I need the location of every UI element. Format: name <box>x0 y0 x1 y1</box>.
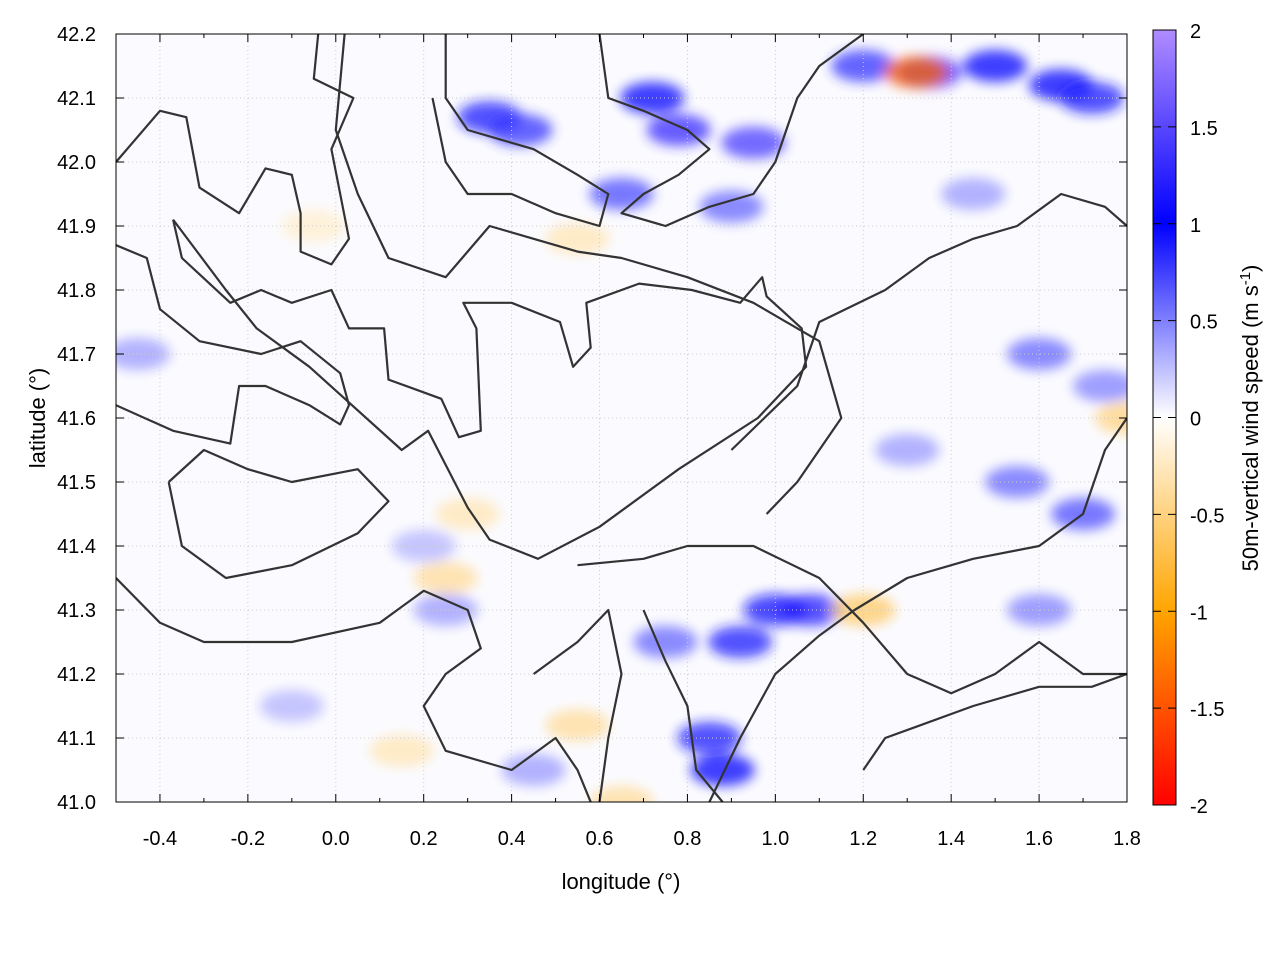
elevation-contour <box>862 672 1127 771</box>
colorbar-ticks: 2 1.5 1 0.5 0 -0.5 -1 -1.5 -2 <box>1153 21 1224 818</box>
wind-speed-cell <box>633 626 698 658</box>
wind-speed-cell <box>699 190 764 223</box>
y-tick-label: 41.8 <box>57 280 96 302</box>
elevation-contour <box>172 218 808 560</box>
y-tick-label: 41.7 <box>57 344 96 366</box>
colorbar-tick-label: -0.5 <box>1190 505 1224 527</box>
elevation-contour <box>708 417 1127 802</box>
y-tick-label: 41.3 <box>57 600 96 622</box>
elevation-contour <box>642 609 724 802</box>
wind-speed-cell <box>545 709 610 742</box>
y-tick-label: 42.1 <box>57 88 96 110</box>
elevation-contour <box>167 448 390 580</box>
x-tick-label: -0.2 <box>231 828 265 850</box>
x-tick-label: 0.4 <box>498 828 526 850</box>
x-tick-label: -0.4 <box>143 828 177 850</box>
plot-background <box>116 34 1127 802</box>
elevation-contour <box>532 608 623 802</box>
y-tick-label: 41.2 <box>57 664 96 686</box>
elevation-contour <box>116 577 592 802</box>
x-tick-label: 0.2 <box>410 828 438 850</box>
wind-speed-cell <box>778 594 843 626</box>
wind-speed-cell <box>985 466 1050 498</box>
x-tick-label: 1.2 <box>849 828 877 850</box>
x-tick-label: 1.8 <box>1113 828 1141 850</box>
wind-speed-cell <box>413 562 478 594</box>
colorbar-tick-label: -1 <box>1190 602 1208 624</box>
x-tick-label: 0.6 <box>586 828 614 850</box>
elevation-contour <box>577 544 1127 695</box>
wind-speed-cell <box>589 786 654 802</box>
elevation-contour <box>116 244 351 445</box>
colorbar-tick-label: 2 <box>1190 21 1201 43</box>
heatmap-layer <box>116 50 1127 802</box>
colorbar-tick-label: 1.5 <box>1190 118 1218 140</box>
x-tick-label: 0.8 <box>674 828 702 850</box>
elevation-contour <box>730 192 1127 451</box>
y-tick-label: 41.0 <box>57 792 96 814</box>
contour-layer <box>116 34 1127 802</box>
y-tick-label: 41.1 <box>57 728 96 750</box>
wind-speed-cell <box>690 754 755 786</box>
wind-speed-cell <box>369 734 434 767</box>
y-tick-label: 41.6 <box>57 408 96 430</box>
wind-speed-cell <box>259 690 324 722</box>
colorbar-tick-label: -1.5 <box>1190 699 1224 721</box>
y-tick-label: 41.4 <box>57 536 96 558</box>
wind-speed-cell <box>941 178 1006 210</box>
x-tick-label: 1.6 <box>1025 828 1053 850</box>
wind-speed-cell <box>488 114 553 146</box>
colorbar-tick-label: 1 <box>1190 215 1201 237</box>
wind-speed-cell <box>963 50 1028 82</box>
elevation-contour <box>431 34 610 228</box>
wind-speed-cell <box>646 114 711 146</box>
elevation-contour <box>334 34 843 515</box>
colorbar-tick-label: 0 <box>1190 409 1201 431</box>
x-axis-label: longitude (°) <box>562 869 681 894</box>
axes: -0.4 -0.2 0.0 0.2 0.4 0.6 0.8 1.0 1.2 1.4 1.6 1.8 41… <box>57 24 1141 850</box>
wind-speed-cell <box>501 754 566 786</box>
elevation-contour <box>598 34 864 228</box>
wind-speed-cell <box>413 594 478 626</box>
wind-speed-cell <box>875 434 940 466</box>
wind-speed-cell <box>281 210 346 242</box>
elevation-contour <box>116 34 355 266</box>
wind-speed-cell <box>1095 402 1127 434</box>
x-tick-label: 1.4 <box>937 828 965 850</box>
colorbar-tick-label: -2 <box>1190 796 1208 818</box>
colorbar-label: 50m-vertical wind speed (m s-1) <box>1237 265 1263 572</box>
y-tick-label: 41.5 <box>57 472 96 494</box>
wind-speed-cell <box>708 626 773 658</box>
y-tick-label: 42.0 <box>57 152 96 174</box>
wind-speed-cell <box>116 338 170 370</box>
x-tick-label: 0.0 <box>322 828 350 850</box>
y-tick-label: 42.2 <box>57 24 96 46</box>
wind-speed-cell <box>1059 82 1124 114</box>
colorbar-tick-label: 0.5 <box>1190 312 1218 334</box>
wind-speed-cell <box>721 126 786 159</box>
x-tick-label: 1.0 <box>761 828 789 850</box>
wind-speed-cell <box>435 498 500 530</box>
wind-speed-cell <box>1073 370 1127 402</box>
y-axis-label: latitude (°) <box>25 368 50 469</box>
wind-speed-cell <box>884 56 949 89</box>
y-tick-label: 41.9 <box>57 216 96 238</box>
